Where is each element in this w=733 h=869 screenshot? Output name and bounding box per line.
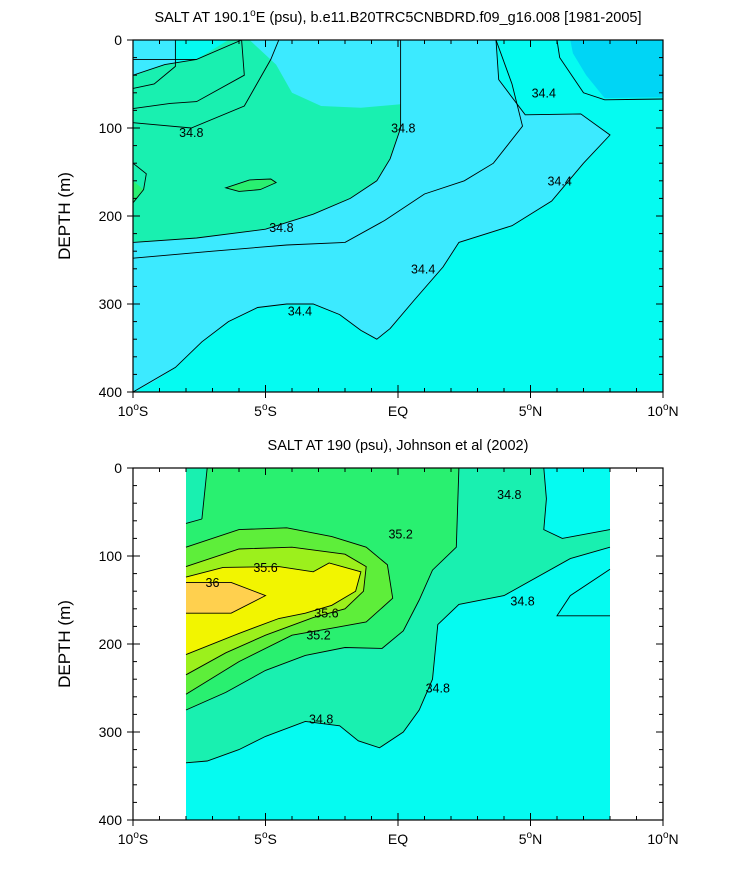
top-contour-line-5 [133,162,147,204]
bottom-plot-area: 34.8 35.2 35.6 36 35.6 35.2 34.8 34.8 34.8 [185,468,611,820]
bottom-y-tick-label-3: 300 [99,724,123,740]
top-y-tick-label-2: 200 [99,208,123,224]
top-title-rest: E (psu), b.e11.B20TRC5CNBDRD.f09_g16.008… [256,10,642,26]
top-contour-line-7 [133,40,402,243]
top-contour-line-6 [224,178,278,192]
bottom-contour-label-7: 34.8 [426,682,450,696]
top-title-degree: o [250,8,256,19]
top-panel: SALT AT 190.1oE (psu), b.e11.B20TRC5CNBD… [55,8,679,419]
top-contour-line-3 [133,40,245,110]
top-panel-title: SALT AT 190.1oE (psu), b.e11.B20TRC5CNBD… [154,8,641,26]
top-contour-label-2: 34.4 [532,86,556,100]
top-y-tick-label-0: 0 [114,32,122,48]
bottom-contour-label-2: 35.6 [253,561,277,575]
top-y-tick-label-4: 400 [99,384,123,400]
bottom-contour-line-1 [185,518,203,524]
top-contour-fill-6 [225,179,277,192]
bottom-contour-label-3: 36 [206,576,220,590]
top-y-axis-label: DEPTH (m) [55,172,74,260]
bottom-contour-fill-7 [557,569,610,616]
top-contour-label-1: 34.8 [391,122,415,136]
top-contour-label-0: 34.8 [179,126,203,140]
bottom-contour-label-6: 34.8 [510,594,534,608]
top-y-tick-label-3: 300 [99,296,123,312]
bottom-x-tick-label-2: EQ [388,831,408,847]
top-contour-line-9 [133,40,611,392]
bottom-contour-line-2 [185,527,394,695]
bottom-y-axis-label: DEPTH (m) [55,600,74,688]
top-contour-label-5: 34.4 [411,262,435,276]
bottom-title-main: SALT AT 190 (psu), Johnson et al (2002) [268,438,529,454]
top-contour-line-4 [133,40,280,129]
bottom-contour-line-8 [543,468,611,539]
top-y-tick-label-1: 100 [99,120,123,136]
bottom-x-tick-label-3: 5oN [519,830,542,847]
top-contour-line-8 [133,40,523,259]
bottom-contour-line-3 [185,546,367,676]
bottom-y-tick-label-4: 400 [99,812,123,828]
top-contour-label-4: 34.8 [269,221,293,235]
top-x-tick-label-3: 5oN [519,402,542,419]
bottom-y-tick-label-2: 200 [99,636,123,652]
bottom-contour-label-0: 34.8 [497,488,521,502]
top-contour-label-6: 34.4 [288,305,312,319]
bottom-y-tick-label-0: 0 [114,460,122,476]
bottom-contour-line-4 [185,562,362,656]
top-contour-fill-8 [570,40,663,99]
top-contour-line-2 [133,40,176,89]
top-contour-label-3: 34.4 [547,174,571,188]
bottom-contour-line-9 [556,568,611,617]
bottom-x-tick-label-1: 5oS [254,830,277,847]
bottom-y-tick-label-1: 100 [99,548,123,564]
bottom-x-tick-label-0: 10oS [118,830,148,847]
bottom-contour-line-0 [201,468,208,520]
bottom-x-tick-label-4: 10oN [647,830,678,847]
bottom-contour-line-6 [185,468,460,711]
bottom-contour-label-4: 35.6 [314,607,338,621]
top-contour-fill-4 [133,40,401,243]
bottom-panel-title: SALT AT 190 (psu), Johnson et al (2002) [268,438,529,454]
top-x-tick-label-4: 10oN [647,402,678,419]
bottom-contour-line-5 [186,581,267,614]
top-contour-fill-5 [133,180,144,203]
top-x-tick-label-0: 10oS [118,402,148,419]
top-contour-line-1 [133,58,197,76]
bottom-contour-label-1: 35.2 [388,528,412,542]
bottom-contour-line-7 [185,546,611,764]
bottom-panel: SALT AT 190 (psu), Johnson et al (2002) … [55,438,679,847]
bottom-contour-label-5: 35.2 [306,629,330,643]
top-plot-area: 34.8 34.8 34.4 34.4 34.8 34.4 34.4 [133,40,663,392]
top-x-tick-label-2: EQ [388,403,408,419]
top-x-tick-label-1: 5oS [254,402,277,419]
top-contour-line-10 [556,40,663,101]
top-title-main: SALT AT 190.1 [154,10,250,26]
bottom-contour-label-8: 34.8 [309,712,333,726]
